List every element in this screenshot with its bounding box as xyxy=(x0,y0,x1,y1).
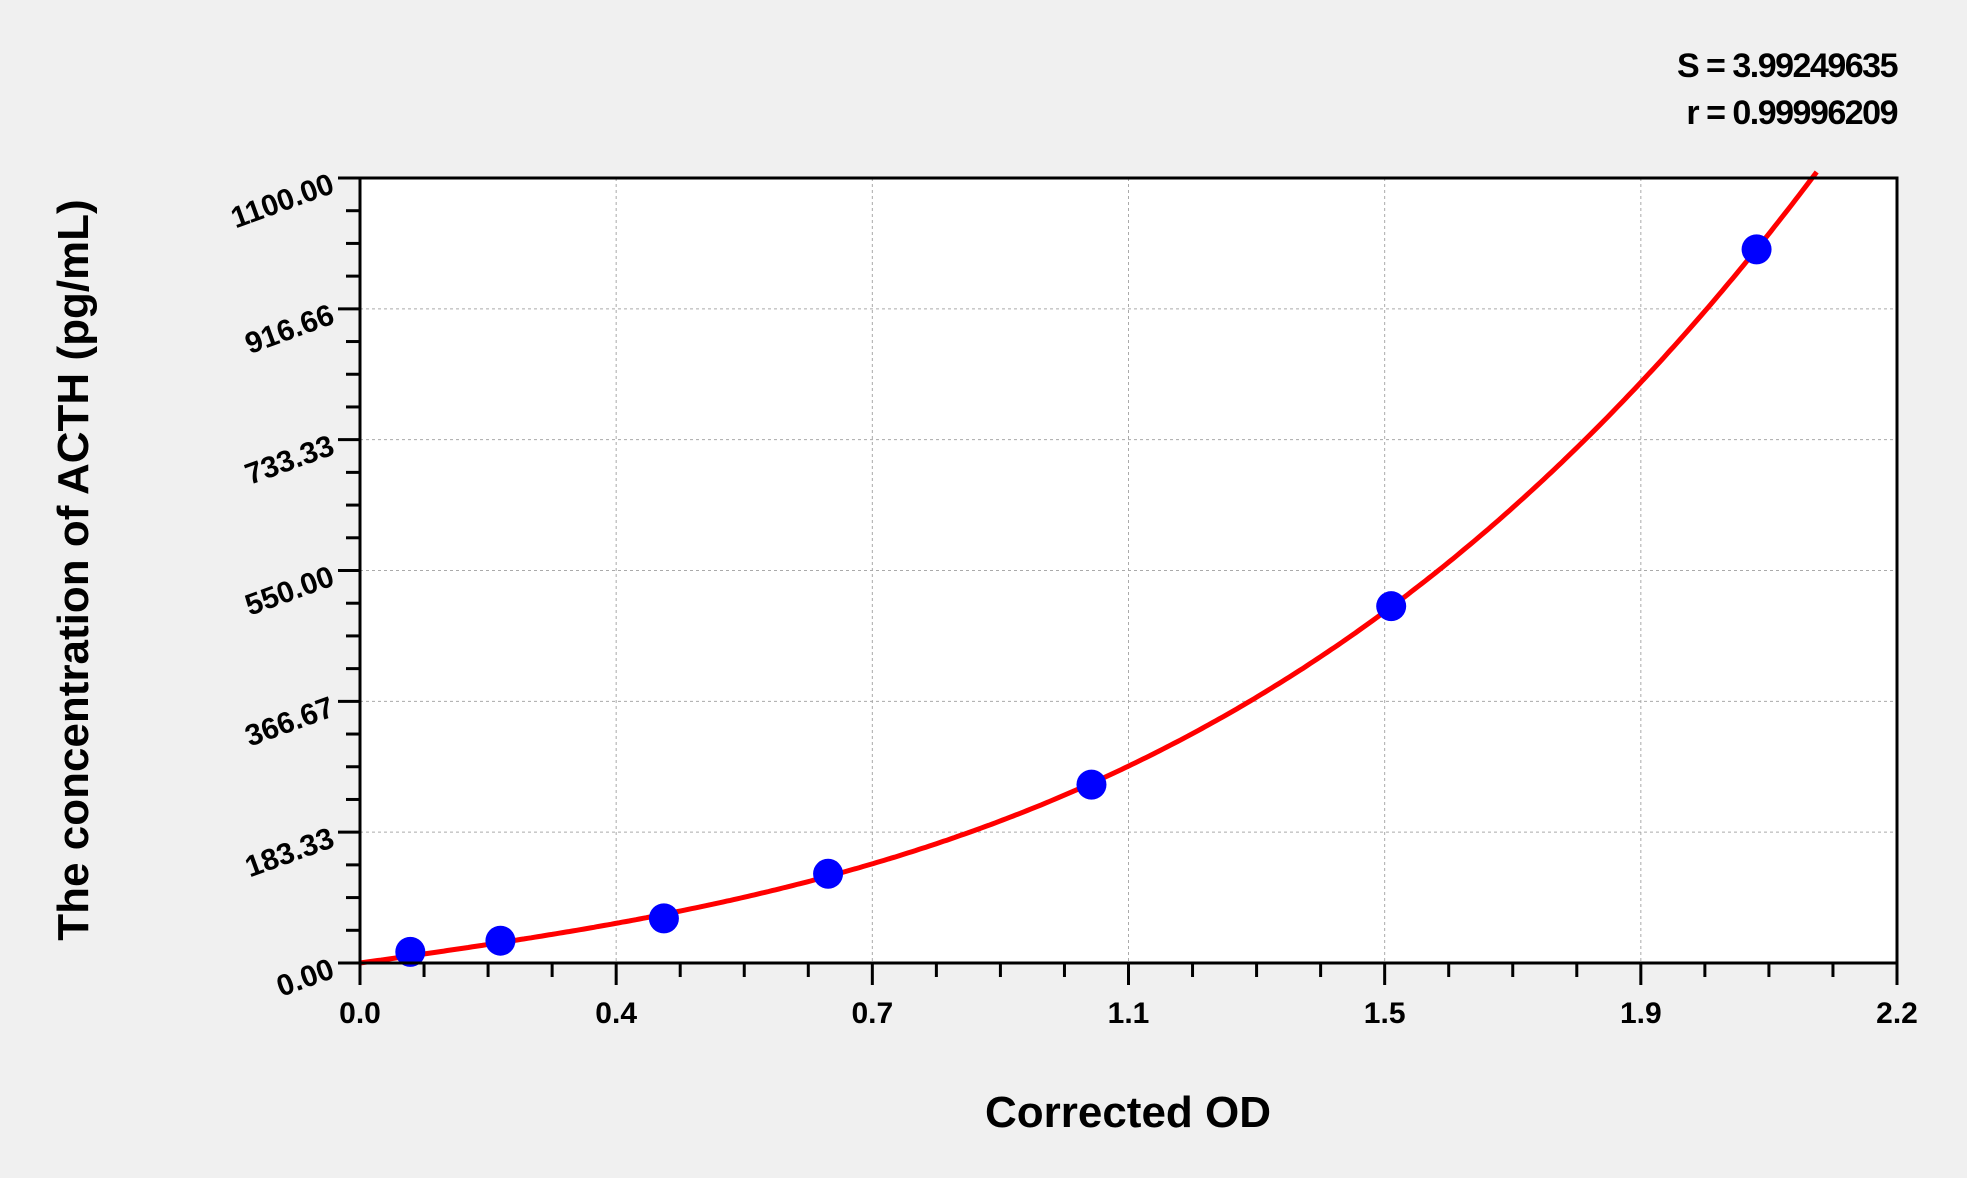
y-tick-label: 550.00 xyxy=(241,560,339,622)
x-tick-label: 2.2 xyxy=(1876,997,1918,1030)
x-tick-label: 0.4 xyxy=(595,997,637,1030)
y-tick-label: 916.66 xyxy=(241,298,339,360)
y-axis-label: The concentration of ACTH (pg/mL) xyxy=(49,199,98,940)
x-axis-label: Corrected OD xyxy=(985,1088,1271,1137)
x-tick-label: 0.7 xyxy=(851,997,893,1030)
y-tick-label: 366.67 xyxy=(241,691,339,753)
x-tick-label: 1.5 xyxy=(1364,997,1406,1030)
x-tick-labels: 0.0 0.4 0.7 1.1 1.5 1.9 2.2 xyxy=(339,997,1918,1030)
data-point xyxy=(1076,769,1107,800)
y-tick-label: 1100.00 xyxy=(227,168,339,236)
x-tick-label: 1.1 xyxy=(1108,997,1150,1030)
data-points xyxy=(395,234,1772,967)
data-point xyxy=(813,858,844,889)
axis-ticks xyxy=(338,176,1899,985)
y-tick-label: 0.00 xyxy=(272,953,338,1004)
y-tick-labels: 0.00 183.33 366.67 550.00 733.33 916.66 1100.0… xyxy=(227,168,339,1004)
data-point xyxy=(648,903,679,934)
data-point xyxy=(1376,591,1407,622)
annotation-r: r = 0.99996209 xyxy=(1686,94,1897,132)
annotation-s: S = 3.99249635 xyxy=(1677,47,1898,85)
x-tick-label: 1.9 xyxy=(1620,997,1662,1030)
data-point xyxy=(395,936,426,967)
x-tick-label: 0.0 xyxy=(339,997,381,1030)
y-tick-label: 733.33 xyxy=(241,429,339,491)
data-point xyxy=(485,925,516,956)
data-point xyxy=(1741,234,1772,265)
y-tick-label: 183.33 xyxy=(241,822,339,884)
grid xyxy=(360,178,1897,963)
